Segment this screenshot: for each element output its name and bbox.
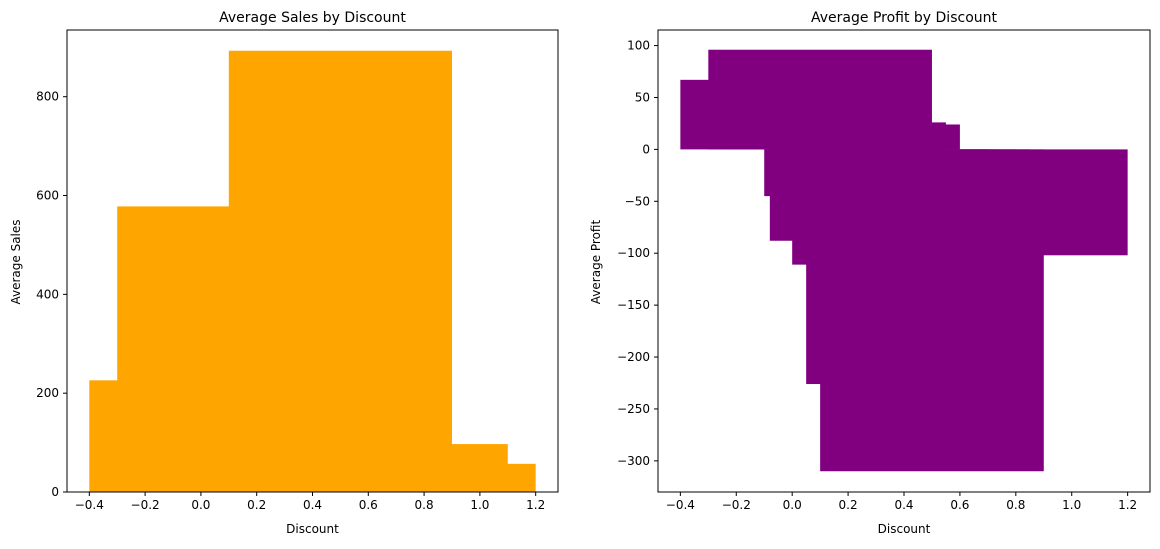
y-tick-label: 100 [627, 39, 650, 53]
sales-chart: Average Sales by Discount Discount Avera… [9, 10, 559, 536]
y-tick-label: −50 [625, 194, 650, 208]
x-tick-label: −0.4 [75, 498, 104, 512]
y-tick-label: 800 [36, 90, 59, 104]
bar [228, 50, 452, 493]
y-tick-label: 200 [36, 386, 59, 400]
x-tick-label: 1.2 [526, 498, 545, 512]
y-axis-label: Average Sales [9, 219, 23, 304]
x-tick-label: 0.0 [783, 498, 802, 512]
y-tick-label: −250 [617, 402, 650, 416]
x-tick-label: 0.4 [894, 498, 913, 512]
y-tick-label: 0 [51, 485, 59, 499]
x-axis-label: Discount [878, 522, 931, 536]
y-tick-label: −300 [617, 454, 650, 468]
y-tick-label: 0 [642, 142, 650, 156]
x-tick-label: 1.2 [1118, 498, 1137, 512]
y-tick-label: 600 [36, 189, 59, 203]
chart-title: Average Profit by Discount [811, 10, 998, 26]
y-tick-label: −150 [617, 298, 650, 312]
x-axis-label: Discount [286, 522, 339, 536]
x-tick-label: 1.0 [470, 498, 489, 512]
bars [89, 50, 536, 493]
x-tick-label: 1.0 [1062, 498, 1081, 512]
chart-title: Average Sales by Discount [219, 10, 406, 26]
x-tick-label: −0.2 [722, 498, 751, 512]
profit-chart: Average Profit by Discount Discount Aver… [589, 10, 1151, 536]
x-tick-label: 0.8 [1006, 498, 1025, 512]
bar [284, 444, 508, 492]
x-tick-label: 0.2 [247, 498, 266, 512]
bar [736, 124, 960, 150]
x-tick-label: 0.0 [191, 498, 210, 512]
x-tick-label: 0.6 [950, 498, 969, 512]
x-tick-label: −0.4 [666, 498, 695, 512]
x-tick-label: −0.2 [131, 498, 160, 512]
y-axis-label: Average Profit [589, 220, 603, 305]
y-tick-label: 50 [635, 90, 650, 104]
y-tick-label: −200 [617, 350, 650, 364]
y-tick-label: −100 [617, 246, 650, 260]
bars [680, 49, 1128, 472]
x-tick-label: 0.6 [359, 498, 378, 512]
x-tick-label: 0.8 [415, 498, 434, 512]
y-tick-label: 400 [36, 287, 59, 301]
x-tick-label: 0.2 [839, 498, 858, 512]
bar [904, 149, 1128, 256]
x-tick-label: 0.4 [303, 498, 322, 512]
